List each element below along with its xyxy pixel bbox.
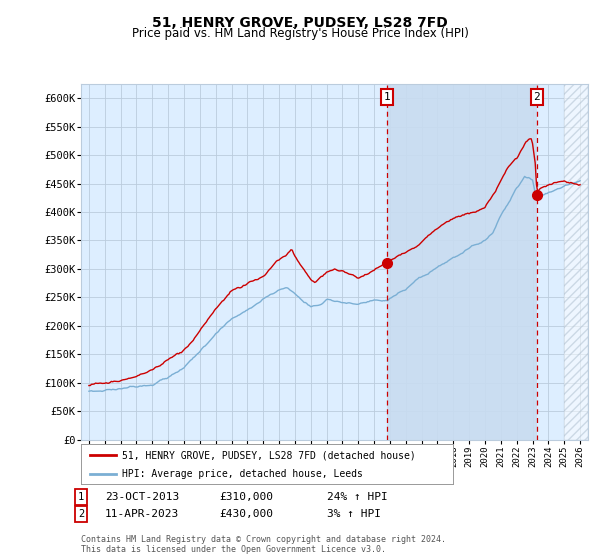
Text: 51, HENRY GROVE, PUDSEY, LS28 7FD (detached house): 51, HENRY GROVE, PUDSEY, LS28 7FD (detac… [122,450,416,460]
Text: 1: 1 [383,92,390,102]
Text: 11-APR-2023: 11-APR-2023 [105,509,179,519]
Text: 2: 2 [533,92,541,102]
Text: Price paid vs. HM Land Registry's House Price Index (HPI): Price paid vs. HM Land Registry's House … [131,27,469,40]
Bar [564,84,588,440]
Text: 23-OCT-2013: 23-OCT-2013 [105,492,179,502]
Text: 24% ↑ HPI: 24% ↑ HPI [327,492,388,502]
Text: 3% ↑ HPI: 3% ↑ HPI [327,509,381,519]
Text: £310,000: £310,000 [219,492,273,502]
Text: £430,000: £430,000 [219,509,273,519]
Text: 2: 2 [78,509,84,519]
Text: 51, HENRY GROVE, PUDSEY, LS28 7FD: 51, HENRY GROVE, PUDSEY, LS28 7FD [152,16,448,30]
Text: 1: 1 [78,492,84,502]
Text: HPI: Average price, detached house, Leeds: HPI: Average price, detached house, Leed… [122,469,363,479]
Bar [387,84,537,440]
Text: Contains HM Land Registry data © Crown copyright and database right 2024.
This d: Contains HM Land Registry data © Crown c… [81,535,446,554]
